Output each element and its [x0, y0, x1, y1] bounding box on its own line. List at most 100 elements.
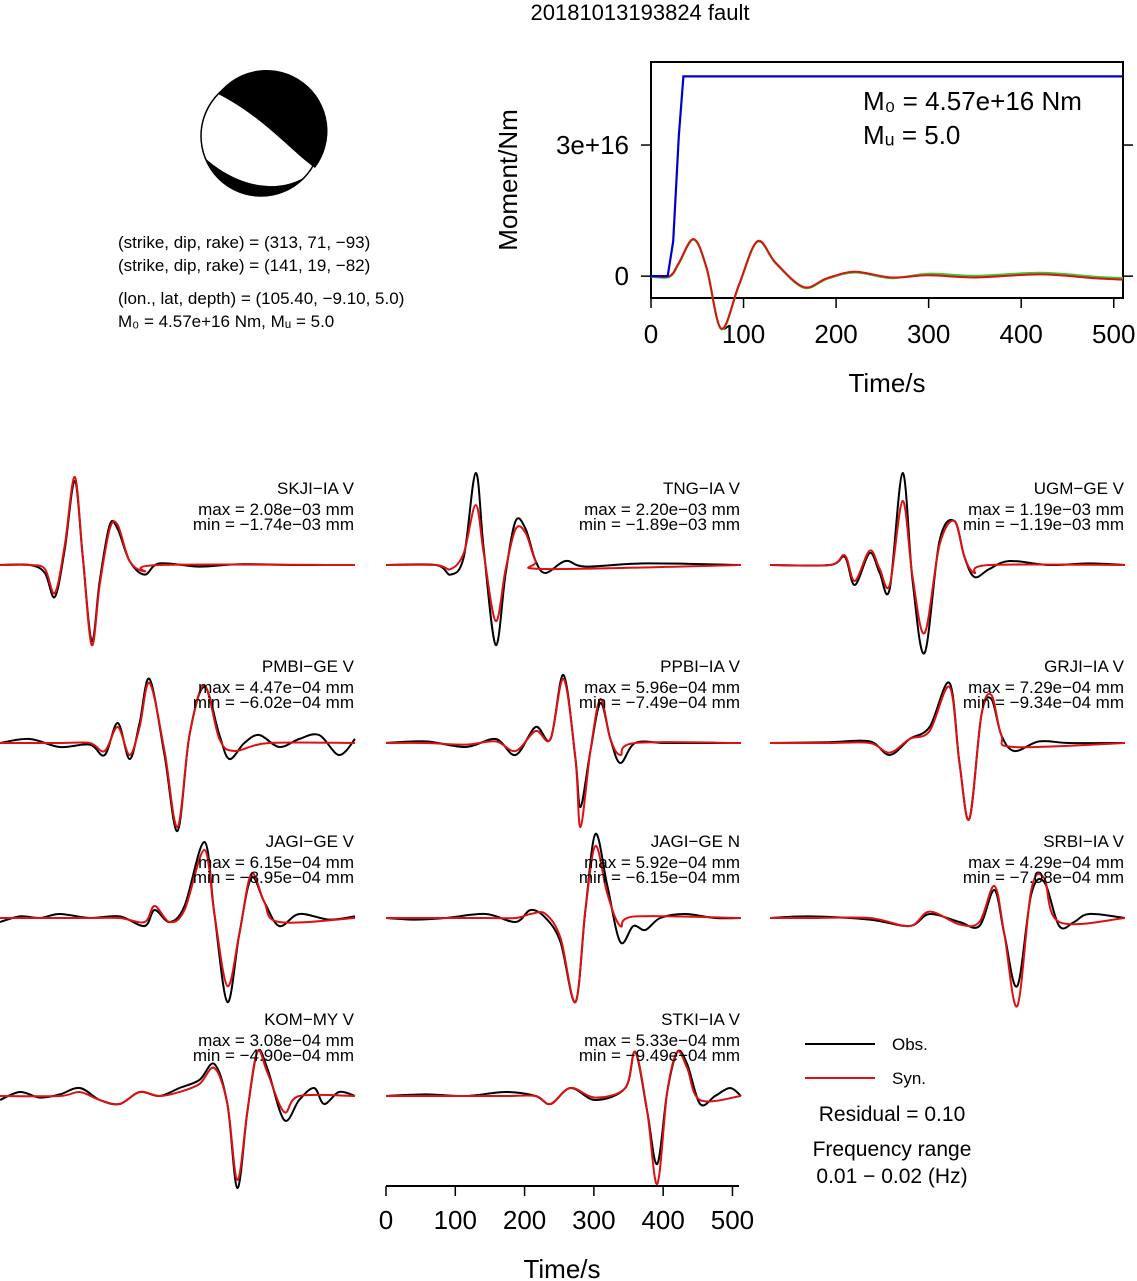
legend-obs-label: Obs. — [892, 1035, 928, 1054]
trace-station-label: JAGI−GE N — [651, 832, 740, 851]
trace-station-label: STKI−IA V — [661, 1010, 741, 1029]
moment-y-axis: 0 3e+16 — [556, 130, 1133, 291]
waveform-axis-ticks: 0 100 200 300 400 500 — [379, 1186, 754, 1235]
trace-max-label: max = 5.33e−04 mm — [584, 1031, 740, 1050]
moment-x-tick-label: 0 — [644, 319, 658, 349]
trace-station-label: PPBI−IA V — [660, 657, 741, 676]
moment-x-tick-label: 100 — [722, 319, 765, 349]
moment-x-tick-label: 400 — [1000, 319, 1043, 349]
trace-max-label: max = 2.20e−03 mm — [584, 500, 740, 519]
trace-obs-line — [385, 471, 742, 647]
waveform-axis-tick-label: 400 — [641, 1205, 684, 1235]
trace-max-label: max = 2.08e−03 mm — [198, 500, 354, 519]
moment-x-tick-label: 500 — [1092, 319, 1135, 349]
trace-max-label: max = 5.92e−04 mm — [584, 853, 740, 872]
moment-x-tick-label: 200 — [814, 319, 857, 349]
beachball-compression-upper — [218, 69, 328, 168]
mechanism-line-2: (strike, dip, rake) = (141, 19, −82) — [118, 256, 370, 275]
mechanism-line-3: (lon., lat, depth) = (105.40, −9.10, 5.0… — [118, 289, 404, 308]
trace-syn-line — [385, 677, 742, 829]
trace-syn-line — [385, 1050, 742, 1186]
waveform-time-axis: 0 100 200 300 400 500 Time/s — [379, 1185, 754, 1281]
moment-mw-annotation: Mᵤ = 5.0 — [863, 120, 960, 150]
trace-syn-line — [0, 848, 356, 988]
moment-rate-syn-red — [650, 238, 1124, 330]
trace-syn-line — [0, 1049, 356, 1182]
trace-station-label: SKJI−IA V — [277, 479, 355, 498]
trace-min-label: min = −6.15e−04 mm — [579, 868, 740, 887]
trace-syn-line — [0, 475, 356, 647]
moment-x-axis: 0 100 200 300 400 500 — [644, 298, 1135, 349]
trace-min-label: min = −8.95e−04 mm — [193, 868, 354, 887]
trace-min-label: min = −6.02e−04 mm — [193, 693, 354, 712]
trace-syn-line — [386, 844, 742, 1004]
moment-x-tick-label: 300 — [907, 319, 950, 349]
mechanism-text: (strike, dip, rake) = (313, 71, −93) (st… — [118, 233, 404, 331]
waveform-axis-tick-label: 500 — [711, 1205, 754, 1235]
trace-min-label: min = −9.34e−04 mm — [963, 693, 1124, 712]
waveform-x-label: Time/s — [523, 1254, 600, 1281]
trace-syn-line — [770, 872, 1126, 1008]
trace-station-label: UGM−GE V — [1034, 479, 1125, 498]
moment-plot-frame — [650, 61, 1124, 299]
moment-y-label: Moment/Nm — [493, 109, 523, 251]
trace-min-label: min = −1.19e−03 mm — [963, 515, 1124, 534]
trace-max-label: max = 1.19e−03 mm — [968, 500, 1124, 519]
trace-obs-line — [769, 877, 1126, 988]
waveform-axis-tick-label: 300 — [572, 1205, 615, 1235]
trace-station-label: KOM−MY V — [264, 1010, 355, 1029]
trace-station-label: JAGI−GE V — [266, 832, 355, 851]
trace-min-label: min = −4.90e−04 mm — [193, 1046, 354, 1065]
trace-syn-line — [769, 499, 1126, 635]
trace-min-label: min = −7.49e−04 mm — [579, 693, 740, 712]
moment-panel: 0 100 200 300 400 500 0 3e+16 Time/s Moment/Nm… — [493, 61, 1135, 398]
trace-min-label: min = −1.89e−03 mm — [579, 515, 740, 534]
mechanism-line-4: M₀ = 4.57e+16 Nm, Mᵤ = 5.0 — [118, 312, 334, 331]
trace-max-label: max = 5.96e−04 mm — [584, 678, 740, 697]
trace-station-label: PMBI−GE V — [262, 657, 355, 676]
trace-min-label: min = −7.08e−04 mm — [963, 868, 1124, 887]
trace-station-label: TNG−IA V — [663, 479, 741, 498]
waveform-axis-tick-label: 100 — [434, 1205, 477, 1235]
trace-max-label: max = 4.29e−04 mm — [968, 853, 1124, 872]
frequency-range: 0.01 − 0.02 (Hz) — [816, 1165, 967, 1188]
trace-max-label: max = 7.29e−04 mm — [968, 678, 1124, 697]
frequency-title: Frequency range — [813, 1138, 972, 1161]
waveform-axis-tick-label: 0 — [379, 1205, 393, 1235]
mechanism-line-1: (strike, dip, rake) = (313, 71, −93) — [118, 233, 370, 252]
waveform-axis-tick-label: 200 — [503, 1205, 546, 1235]
moment-curve — [651, 75, 1123, 278]
trace-station-label: GRJI−IA V — [1044, 657, 1124, 676]
residual-text: Residual = 0.10 — [819, 1103, 966, 1126]
trace-obs-line — [0, 840, 356, 1004]
trace-syn-line — [0, 681, 356, 829]
moment-rate-syn-green — [650, 238, 1124, 331]
trace-max-label: max = 3.08e−04 mm — [198, 1031, 354, 1050]
trace-syn-line — [770, 685, 1126, 821]
trace-syn-line — [385, 503, 742, 623]
trace-max-label: max = 4.47e−04 mm — [198, 678, 354, 697]
legend: Obs. Syn. Residual = 0.10 Frequency rang… — [805, 1035, 971, 1188]
trace-min-label: min = −9.49e−04 mm — [579, 1046, 740, 1065]
trace-station-label: SRBI−IA V — [1043, 832, 1124, 851]
trace-max-label: max = 6.15e−04 mm — [198, 853, 354, 872]
trace-obs-line — [0, 1048, 356, 1190]
figure-title: 20181013193824 fault — [531, 0, 750, 25]
moment-x-label: Time/s — [848, 368, 925, 398]
moment-m0-annotation: M₀ = 4.57e+16 Nm — [863, 86, 1082, 116]
moment-y-tick-label: 3e+16 — [556, 130, 629, 160]
beachball — [200, 69, 328, 197]
